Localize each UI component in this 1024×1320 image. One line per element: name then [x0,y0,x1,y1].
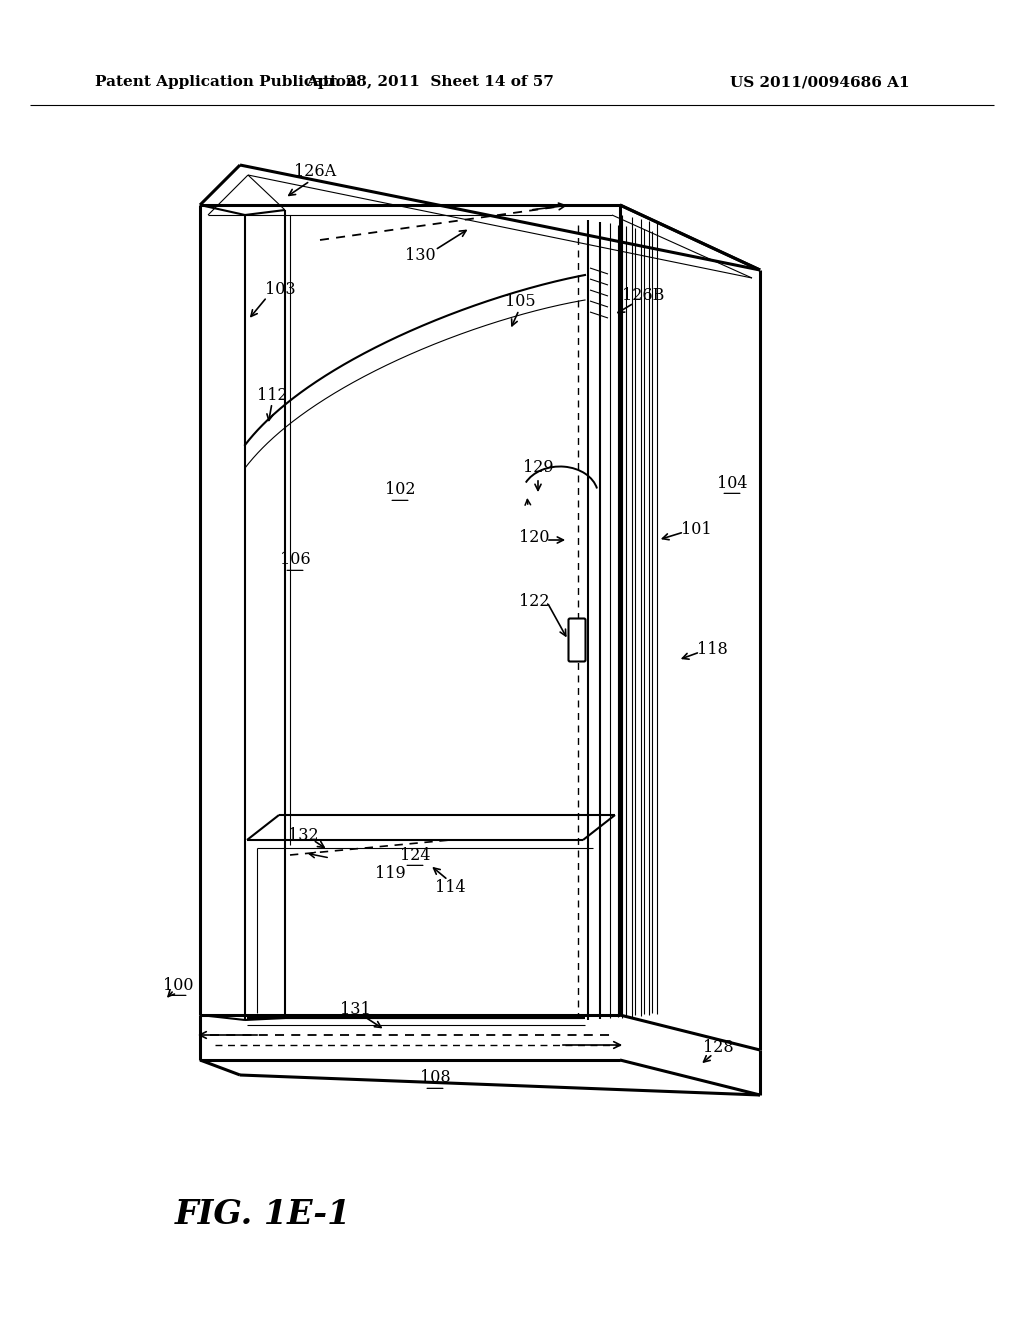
Text: 103: 103 [264,281,295,298]
Text: 100: 100 [163,977,194,994]
Text: 128: 128 [702,1040,733,1056]
Text: 130: 130 [404,247,435,264]
Text: 126B: 126B [622,288,665,305]
Text: 108: 108 [420,1069,451,1086]
Text: 126A: 126A [294,164,336,181]
Text: 112: 112 [257,387,288,404]
Text: 122: 122 [519,594,549,610]
Text: FIG. 1E-1: FIG. 1E-1 [175,1199,351,1232]
Text: Patent Application Publication: Patent Application Publication [95,75,357,88]
Text: 129: 129 [522,459,553,477]
Text: 120: 120 [519,529,549,546]
Text: 106: 106 [280,552,310,569]
FancyBboxPatch shape [568,619,586,661]
Text: 102: 102 [385,482,416,499]
Text: 105: 105 [505,293,536,310]
Text: 124: 124 [399,846,430,863]
Text: Apr. 28, 2011  Sheet 14 of 57: Apr. 28, 2011 Sheet 14 of 57 [306,75,554,88]
Text: 131: 131 [340,1002,371,1019]
Text: 132: 132 [288,826,318,843]
Text: US 2011/0094686 A1: US 2011/0094686 A1 [730,75,909,88]
Text: 104: 104 [717,474,748,491]
Text: 101: 101 [681,521,712,539]
Text: 119: 119 [375,865,406,882]
Text: 118: 118 [696,642,727,659]
Text: 114: 114 [434,879,465,896]
